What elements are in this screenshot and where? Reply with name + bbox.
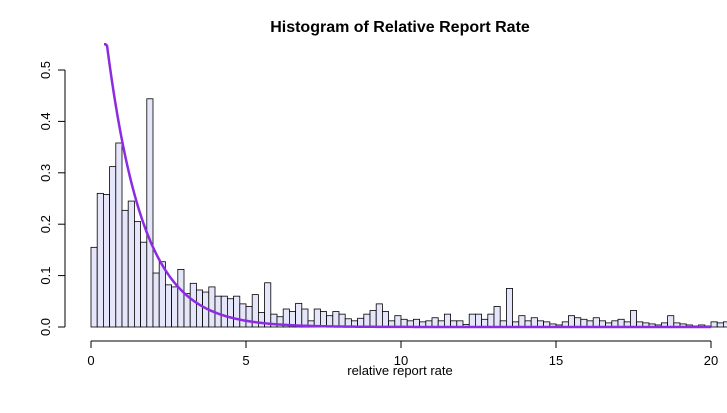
histogram-bar — [164, 284, 172, 328]
histogram-bar — [220, 295, 228, 328]
x-tick-label: 15 — [549, 353, 563, 368]
histogram-bar — [592, 317, 600, 328]
histogram-bar — [710, 321, 718, 328]
histogram-bar — [208, 286, 216, 328]
histogram-bar — [301, 308, 309, 328]
histogram-bar — [257, 312, 265, 328]
y-tick-label: 0.1 — [38, 267, 53, 285]
x-tick-label: 10 — [394, 353, 408, 368]
histogram-bar — [233, 295, 241, 328]
histogram-bar — [264, 282, 272, 328]
x-tick-label: 5 — [242, 353, 249, 368]
x-tick-label: 20 — [704, 353, 718, 368]
x-axis: 0 5 10 15 20 — [87, 340, 718, 368]
histogram-bar — [667, 315, 675, 328]
histogram-bar — [630, 310, 638, 328]
histogram-bar — [251, 294, 259, 328]
histogram-bar — [394, 315, 402, 328]
histogram-bar — [121, 209, 129, 328]
histogram-bar — [96, 192, 104, 328]
histogram-bar — [158, 261, 166, 328]
histogram-bar — [245, 306, 253, 328]
histogram-bar — [487, 313, 495, 328]
histogram-bar — [189, 282, 197, 328]
histogram-bar — [530, 317, 538, 328]
histogram-bar — [493, 306, 501, 328]
histogram-bar — [103, 193, 111, 328]
histogram-bars — [90, 98, 727, 328]
histogram-bar — [443, 313, 451, 328]
y-tick-label: 0.3 — [38, 164, 53, 182]
histogram-bar — [505, 288, 513, 328]
y-tick-label: 0.4 — [38, 112, 53, 130]
density-curve — [104, 43, 711, 329]
histogram-bar — [474, 313, 482, 328]
histogram-bar — [195, 289, 203, 328]
histogram-bar — [226, 298, 234, 328]
x-axis-label: relative report rate — [347, 363, 453, 378]
histogram-bar — [146, 98, 154, 328]
histogram-bar — [568, 315, 576, 328]
histogram-bar — [431, 317, 439, 328]
histogram-bar — [109, 166, 117, 328]
histogram-bar — [140, 241, 148, 328]
histogram-bar — [375, 303, 383, 328]
histogram-bar — [115, 142, 123, 328]
y-tick-label: 0.0 — [38, 318, 53, 336]
histogram-bar — [152, 272, 160, 328]
histogram-bar — [518, 315, 526, 328]
y-tick-label: 0.2 — [38, 215, 53, 233]
histogram-bar — [381, 311, 389, 328]
histogram-bar — [127, 200, 135, 328]
histogram-bar — [319, 311, 327, 328]
histogram-bar — [574, 317, 582, 328]
histogram-bar — [332, 311, 340, 328]
chart-title: Histogram of Relative Report Rate — [270, 19, 530, 36]
histogram-bar — [239, 303, 247, 328]
histogram-bar — [171, 286, 179, 328]
y-axis: 0.0 0.1 0.2 0.3 0.4 0.5 — [38, 61, 66, 336]
histogram-bar — [338, 313, 346, 328]
histogram-bar — [313, 308, 321, 328]
histogram-bar — [295, 302, 303, 328]
histogram-bar — [468, 313, 476, 328]
x-tick-label: 0 — [87, 353, 94, 368]
histogram-bar — [369, 310, 377, 328]
histogram-bar — [133, 221, 141, 328]
histogram-bar — [177, 269, 185, 328]
histogram-bar — [363, 313, 371, 328]
histogram-bar — [90, 246, 98, 328]
histogram-bar — [716, 322, 724, 328]
y-tick-label: 0.5 — [38, 61, 53, 79]
histogram-bar — [723, 321, 727, 328]
